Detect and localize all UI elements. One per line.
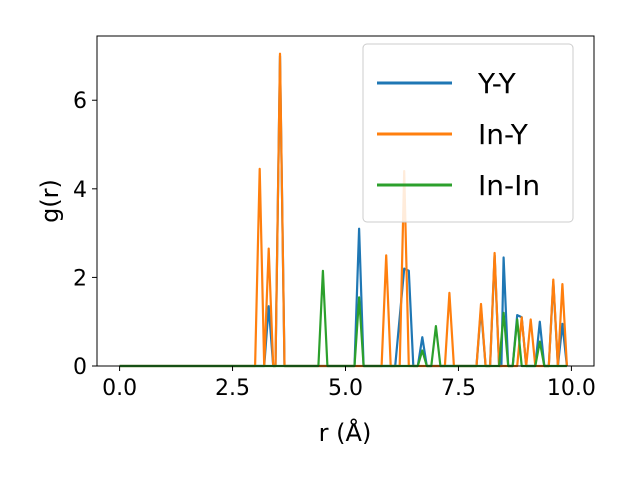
legend: Y-Y In-Y In-In [362, 43, 574, 223]
y-axis-ticks: 0 2 4 6 [73, 89, 97, 380]
y-tick-label: 2 [73, 266, 87, 291]
legend-box [362, 43, 574, 223]
x-tick-label: 2.5 [215, 376, 250, 401]
y-tick-label: 4 [73, 178, 87, 203]
x-tick-label: 0.0 [102, 376, 137, 401]
legend-label-0: Y-Y [477, 67, 517, 100]
x-tick-label: 10.0 [547, 376, 596, 401]
legend-label-1: In-Y [478, 118, 529, 151]
x-axis-label: r (Å) [319, 418, 372, 447]
x-tick-label: 5.0 [328, 376, 363, 401]
x-tick-label: 7.5 [441, 376, 476, 401]
y-axis-label: g(r) [36, 179, 64, 223]
y-tick-label: 0 [73, 355, 87, 380]
legend-label-2: In-In [478, 169, 540, 202]
x-axis-ticks: 0.0 2.5 5.0 7.5 10.0 [102, 366, 596, 401]
y-tick-label: 6 [73, 89, 87, 114]
